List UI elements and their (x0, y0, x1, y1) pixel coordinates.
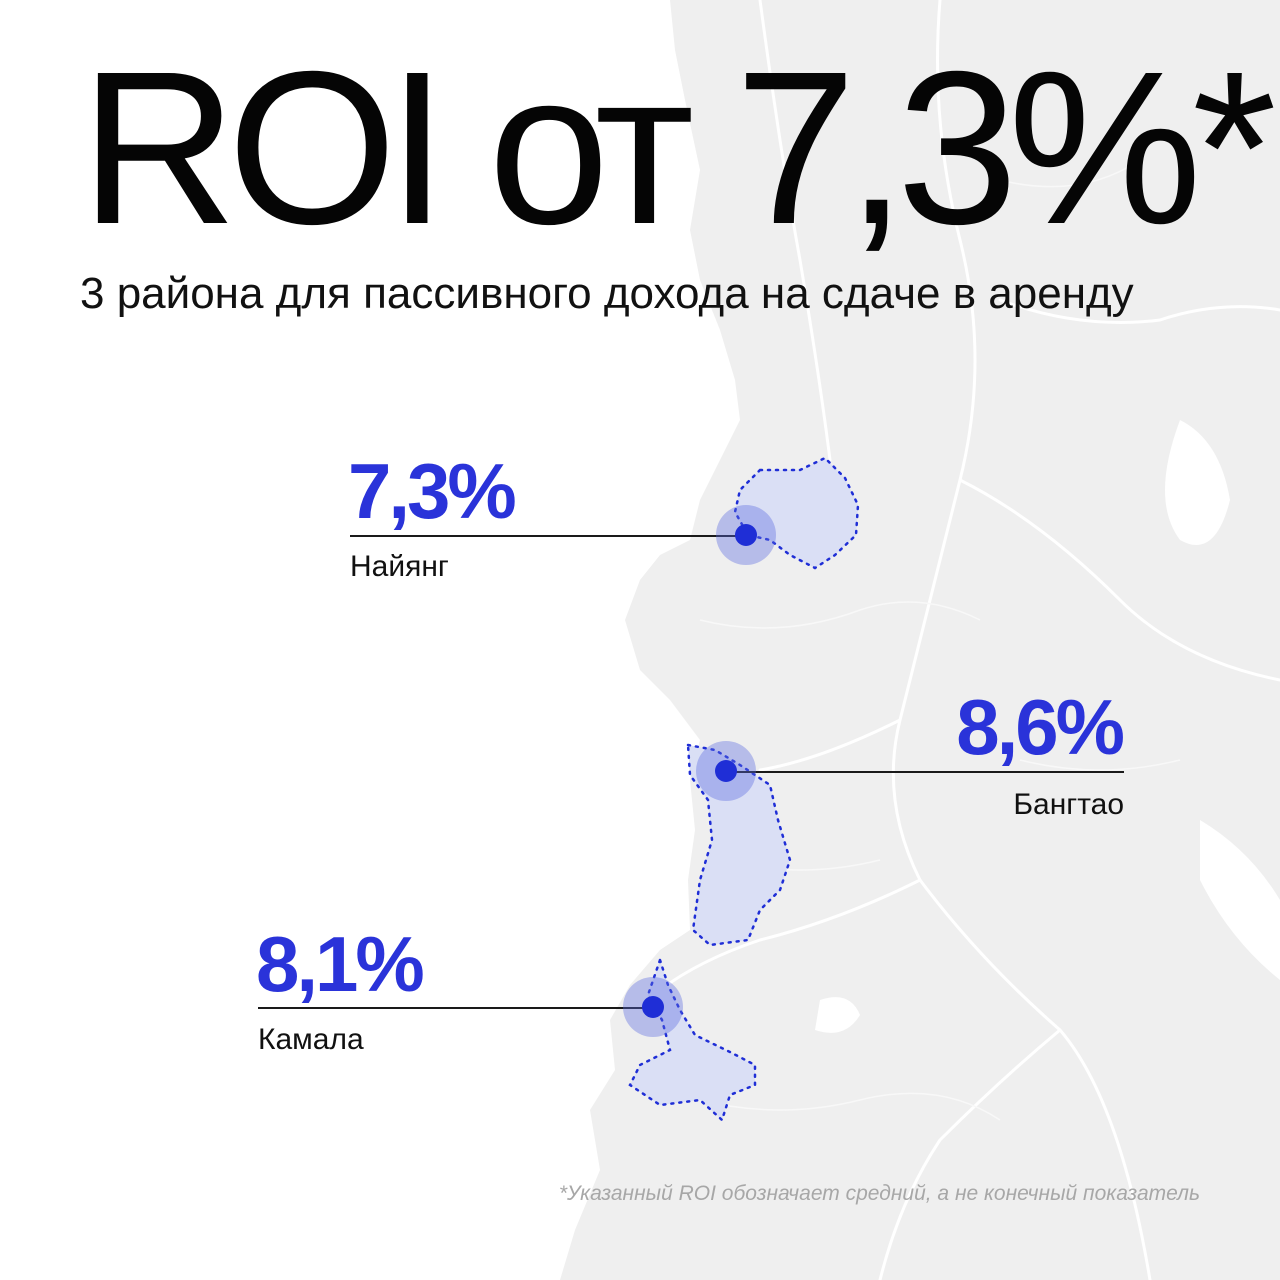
roi-value: 8,6% (956, 683, 1125, 771)
district-area-naiyang (733, 456, 860, 570)
map-water-bay (1200, 820, 1280, 980)
district-name: Бангтао (1013, 788, 1124, 821)
district-area-bangtao (686, 743, 792, 947)
map-water-lake (815, 997, 860, 1033)
district-name: Найянг (350, 550, 449, 583)
map-water-bay (1165, 420, 1230, 545)
callout-line (726, 771, 1124, 773)
roi-value: 7,3% (348, 447, 517, 535)
footnote: *Указанный ROI обозначает средний, а не … (558, 1182, 1200, 1205)
callout-line (258, 1007, 653, 1009)
location-marker-dot (715, 760, 737, 782)
callout-line (350, 535, 746, 537)
map-roads (658, 0, 1280, 1280)
subtitle: 3 района для пассивного дохода на сдаче … (80, 269, 1134, 318)
location-marker-dot (735, 524, 757, 546)
roi-value: 8,1% (256, 920, 425, 1008)
location-marker-dot (642, 996, 664, 1018)
district-name: Камала (258, 1023, 364, 1056)
headline: ROI от 7,3%* (80, 27, 1277, 270)
